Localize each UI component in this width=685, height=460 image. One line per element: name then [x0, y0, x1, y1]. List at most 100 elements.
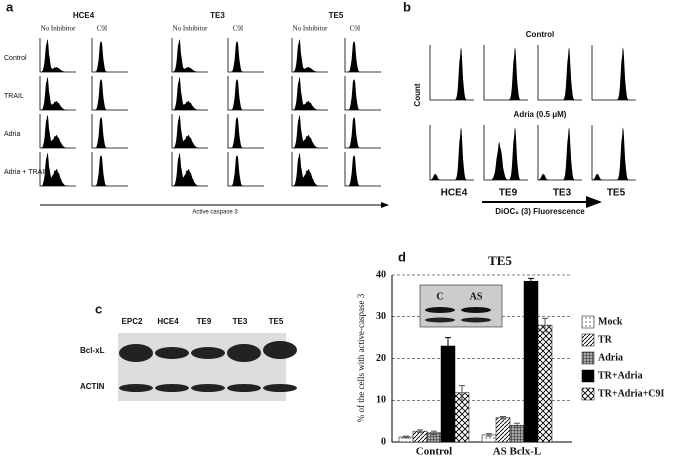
legend-label: Adria [598, 352, 623, 363]
band [263, 341, 297, 359]
histogram-frame [429, 45, 474, 101]
error-bar [431, 430, 437, 435]
subcolumn-label: No Inhibitor [293, 25, 328, 33]
band [227, 344, 261, 362]
axis-label: Active caspase 3 [192, 210, 238, 216]
panel-label: b [403, 0, 411, 14]
band [263, 384, 297, 392]
histogram-frame [227, 152, 264, 187]
subcolumn-label: No Inhibitor [173, 25, 208, 33]
legend-swatch [581, 315, 595, 329]
error-bar [459, 385, 465, 401]
histogram-frame [537, 125, 582, 181]
y-tick-label: 30 [376, 311, 386, 322]
histogram [592, 47, 636, 100]
subcolumn-label: No Inhibitor [41, 25, 76, 33]
group-label: TE3 [210, 11, 225, 20]
bar [523, 281, 539, 443]
inset-label: C [436, 291, 443, 302]
histogram [292, 152, 328, 186]
subcolumn-label: C9I [233, 25, 244, 33]
inset-label: AS [470, 291, 483, 302]
histogram [592, 127, 636, 180]
histogram-frame [227, 114, 264, 149]
cell-label: HCE4 [441, 188, 468, 199]
histogram [40, 114, 76, 148]
histogram-frame [227, 38, 264, 73]
cell-label: TE5 [607, 188, 626, 199]
histogram-frame [483, 45, 528, 101]
histogram [172, 114, 208, 148]
lane-label: TE3 [233, 317, 248, 326]
histogram [484, 127, 528, 180]
panel-label: c [95, 301, 102, 316]
row-label: Control [4, 55, 27, 62]
histogram-frame [429, 125, 474, 181]
histogram-frame [91, 152, 128, 187]
group-label: HCE4 [73, 11, 95, 20]
y-tick-label: 10 [376, 395, 386, 406]
inset-band [461, 317, 491, 323]
histogram-frame [591, 45, 636, 101]
lane-label: TE9 [197, 317, 212, 326]
inset-band [425, 307, 455, 313]
legend-swatch [581, 333, 595, 347]
error-bar [403, 435, 409, 439]
y-tick-label: 0 [381, 436, 386, 447]
bar [495, 417, 511, 443]
subcolumn-label: C9I [97, 25, 108, 33]
error-bar [542, 317, 548, 333]
legend-label: TR+Adria [598, 370, 643, 381]
x-tick-label: Control [416, 446, 452, 458]
histogram [40, 39, 76, 72]
histogram [172, 152, 208, 186]
histogram-frame [91, 76, 128, 111]
x-tick-label: AS Bclx-L [493, 446, 542, 458]
row-title: Adria (0.5 μM) [514, 110, 567, 119]
band [155, 384, 189, 392]
chart-title: TE5 [488, 253, 512, 268]
error-bar [486, 433, 492, 437]
histogram [228, 40, 264, 72]
legend-label: Mock [598, 316, 623, 327]
histogram [292, 39, 328, 72]
inset-band [461, 307, 491, 313]
histogram [92, 154, 128, 186]
bar [537, 324, 553, 443]
y-tick-label: 40 [376, 269, 386, 280]
bar [440, 345, 456, 443]
histogram [40, 77, 76, 110]
group-label: TE5 [329, 11, 344, 20]
lane-label: TE5 [269, 317, 284, 326]
histogram [430, 127, 474, 180]
row-label: Bcl-xL [80, 346, 105, 355]
legend-swatch [581, 387, 595, 401]
histogram [430, 47, 474, 100]
histogram [538, 47, 582, 100]
row-label: Adria + TRAIL [4, 169, 48, 176]
cell-label: TE9 [499, 188, 518, 199]
histogram [92, 78, 128, 110]
y-axis-label: % of the cells with active-caspase 3 [356, 293, 366, 422]
histogram [345, 154, 381, 186]
histogram-frame [344, 114, 381, 149]
lane-label: HCE4 [157, 317, 179, 326]
panel-label: a [6, 0, 14, 14]
error-bar [445, 337, 451, 355]
histogram-frame [344, 152, 381, 187]
cell-label: TE3 [553, 188, 572, 199]
error-bar [500, 416, 506, 420]
legend-swatch [581, 369, 595, 383]
histogram [345, 116, 381, 148]
axis-label: DiOC₆ (3) Fluorescence [495, 207, 585, 216]
band [119, 384, 153, 392]
histogram [228, 78, 264, 110]
legend-label: TR [598, 334, 613, 345]
band [191, 347, 225, 359]
band [119, 344, 153, 362]
inset-band [425, 317, 455, 323]
histogram [292, 77, 328, 110]
histogram [40, 152, 76, 186]
histogram [172, 39, 208, 72]
histogram [292, 114, 328, 148]
